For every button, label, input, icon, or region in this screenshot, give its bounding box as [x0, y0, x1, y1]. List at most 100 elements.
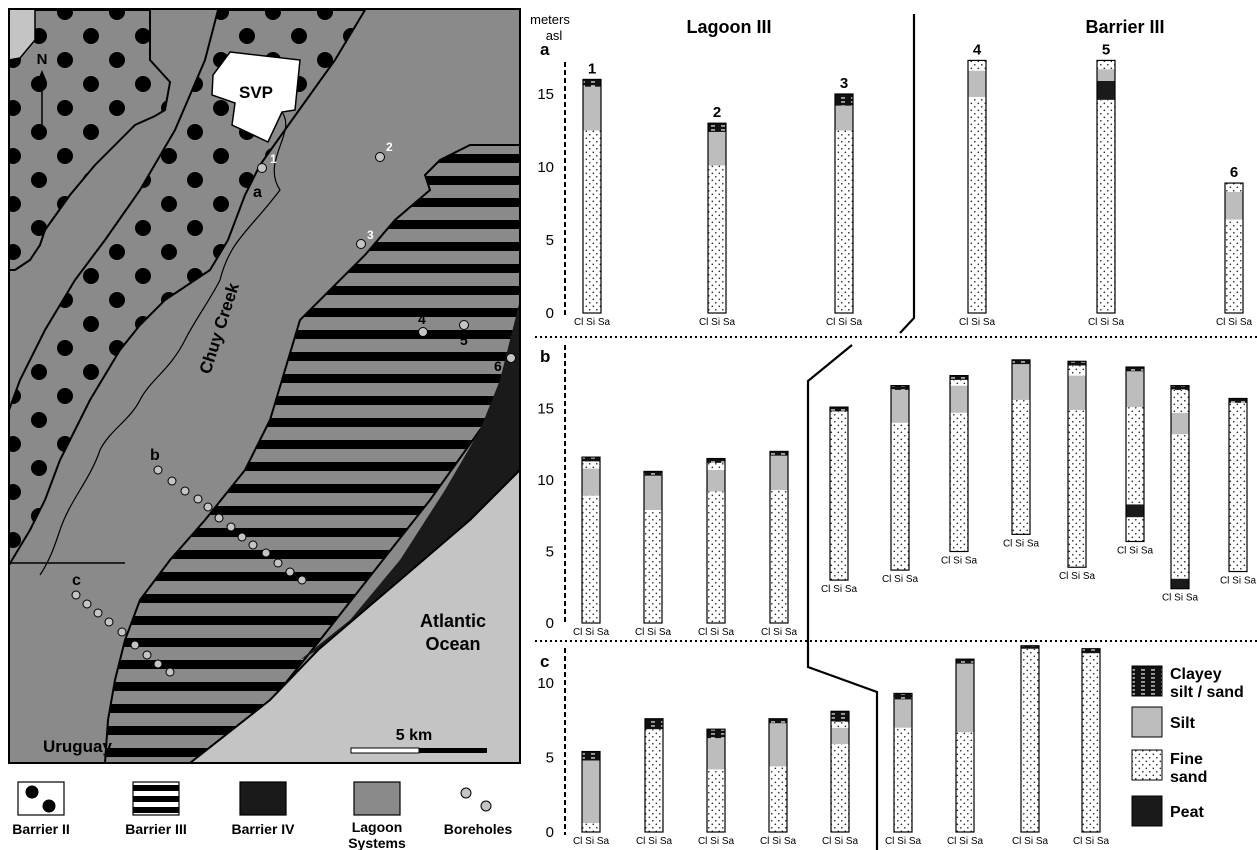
axis-c: c [540, 648, 566, 835]
sand-layer [1171, 389, 1189, 413]
clay-layer [1171, 385, 1189, 390]
core-outline [829, 406, 849, 581]
legend-label-sand-2: sand [1170, 769, 1207, 786]
legend-swatch-borehole [460, 787, 472, 799]
silt-layer [1068, 375, 1086, 410]
core-column: Cl Si Sa [1162, 385, 1198, 604]
silt-layer [1225, 191, 1243, 220]
svp-area [211, 51, 301, 143]
core-column: Cl Si Sa [885, 692, 922, 847]
silt-layer [831, 727, 849, 745]
core-outline [582, 78, 602, 314]
silt-layer [708, 131, 726, 166]
grain-axis-label: Cl Si Sa [1073, 836, 1110, 847]
clay-layer [770, 451, 788, 456]
core-column: Cl Si Sa [573, 750, 609, 847]
header-barrier-iii: Barrier III [1085, 17, 1164, 37]
axis-tick-label: 0 [546, 305, 554, 322]
core-number: 5 [1102, 41, 1110, 58]
core-column: Cl Si Sa [760, 718, 796, 847]
core-number: 2 [713, 104, 721, 121]
clay-layer [645, 718, 663, 730]
legend-swatch-peat [1131, 795, 1163, 827]
clay-layer [1082, 648, 1100, 654]
location-map [9, 9, 520, 763]
core-column: Cl Si Sa [635, 470, 671, 638]
silt-layer [968, 70, 986, 97]
core-outline [644, 718, 664, 833]
core-column: Cl Si Sa [821, 406, 857, 595]
core-outline [1081, 648, 1101, 833]
core-outline [955, 658, 975, 833]
core-outline [834, 93, 854, 314]
core-column: Cl Si Sa [941, 375, 977, 567]
core-number: 6 [1230, 164, 1238, 181]
header-lagoon-iii: Lagoon III [687, 17, 772, 37]
grain-axis-label: Cl Si Sa [885, 836, 922, 847]
core-outline [707, 122, 727, 314]
sand-layer [891, 422, 909, 571]
lithology-legend: Clayey silt / sand Silt Fine sand Peat [1131, 665, 1244, 827]
core-number: 4 [973, 41, 982, 58]
core-outline [1011, 359, 1031, 535]
sand-layer [1097, 60, 1115, 70]
sand-layer [950, 412, 968, 552]
clay-layer [891, 385, 909, 390]
axis-tick-label: 5 [546, 750, 554, 767]
legend-label-sand-1: Fine [1170, 751, 1203, 768]
silt-layer [835, 105, 853, 131]
clay-layer [1012, 359, 1030, 365]
silt-layer [582, 468, 600, 496]
sand-layer [968, 96, 986, 313]
silt-layer [644, 475, 662, 511]
core-column: Cl Si Sa [1220, 397, 1256, 587]
legend-label-barrier-iii: Barrier III [125, 821, 186, 837]
transect-label-c: c [72, 572, 81, 589]
sand-layer [831, 744, 849, 832]
silt-layer [956, 663, 974, 733]
borehole-label-2: 2 [386, 140, 393, 154]
sand-layer [1126, 517, 1144, 542]
core-outline [581, 456, 601, 624]
silt-layer [1097, 69, 1115, 81]
legend-label-clay-2: silt / sand [1170, 684, 1244, 701]
clay-layer [1229, 398, 1247, 403]
legend-swatch-clay [1131, 665, 1163, 697]
axis-tick-label: 0 [546, 615, 554, 632]
core-column: Cl Si Sa 5 [1088, 41, 1125, 328]
sand-layer [1021, 648, 1039, 832]
sand-layer [708, 165, 726, 313]
axis-tick-label: 15 [537, 401, 554, 418]
sand-layer [950, 379, 968, 386]
clay-layer [582, 457, 600, 462]
core-outline [967, 59, 987, 314]
core-outline [1020, 645, 1040, 833]
sand-layer [707, 462, 725, 470]
grain-axis-label: Cl Si Sa [947, 836, 984, 847]
grain-axis-label: Cl Si Sa [882, 574, 919, 585]
borehole-label-1: 1 [270, 152, 277, 166]
barrier-ii-area [9, 9, 367, 567]
panel-label-a: a [540, 40, 550, 59]
axis-tick-label: 5 [546, 544, 554, 561]
grain-axis-label: Cl Si Sa [1059, 571, 1096, 582]
barrier-iv-area [300, 300, 520, 660]
core-outline [769, 450, 789, 624]
north-west-patch [9, 9, 36, 61]
clay-layer [894, 693, 912, 700]
facies-boundary-b [806, 344, 879, 850]
sand-layer [1012, 399, 1030, 535]
core-outline [706, 457, 726, 624]
ocean-label-1: Atlantic [420, 611, 486, 631]
silt-layer [891, 389, 909, 423]
silt-layer [1012, 364, 1030, 400]
sand-layer [583, 130, 601, 313]
clay-layer [830, 407, 848, 412]
core-outline [830, 710, 850, 833]
transect-label-a: a [253, 184, 262, 201]
clay-layer [708, 123, 726, 132]
sand-layer [968, 60, 986, 71]
core-outline [1125, 366, 1145, 543]
core-column: Cl Si Sa [882, 385, 919, 585]
